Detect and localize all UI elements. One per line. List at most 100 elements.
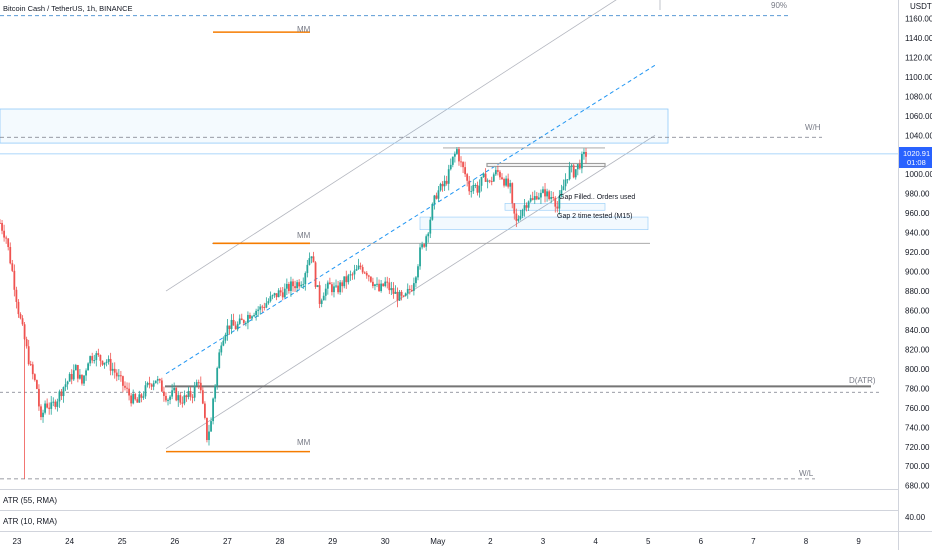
candle-body xyxy=(79,374,81,379)
candle-body xyxy=(21,318,24,325)
candle-body xyxy=(531,198,534,200)
candle-body xyxy=(542,189,544,193)
candle-body xyxy=(124,385,126,388)
candle-body xyxy=(44,403,46,413)
candle-body xyxy=(156,379,159,381)
candle-body xyxy=(410,289,413,291)
y-tick-label: 840.00 xyxy=(905,326,930,335)
candle-body xyxy=(359,265,362,268)
candle-body xyxy=(257,309,260,311)
label-mm-bottom: MM xyxy=(297,438,311,447)
candle-body xyxy=(181,402,184,404)
candle-body xyxy=(433,195,436,204)
label-wh: W/H xyxy=(805,123,821,132)
candle-body xyxy=(177,395,180,401)
candle-body xyxy=(169,396,171,400)
candle-body xyxy=(83,375,85,384)
price-axis-ticks: 1160.00 1140.00 1120.00 1100.00 1080.00 1060.… xyxy=(905,15,932,491)
channel-mid-line xyxy=(165,64,656,375)
candle-body xyxy=(562,186,565,191)
candle-body xyxy=(374,284,376,287)
candle-body xyxy=(126,387,128,389)
candle-body xyxy=(302,284,305,286)
candle-body xyxy=(337,285,339,293)
candle-body xyxy=(490,180,493,182)
candle-body xyxy=(404,293,407,296)
candle-body xyxy=(27,346,30,365)
candle-body xyxy=(165,395,167,401)
candle-body xyxy=(554,197,557,207)
candle-body xyxy=(199,382,202,391)
candle-body xyxy=(316,285,319,287)
candle-body xyxy=(281,292,284,298)
label-90pct: 90% xyxy=(771,1,787,10)
candle-body xyxy=(175,388,178,401)
candle-body xyxy=(259,306,262,310)
candle-body xyxy=(499,171,501,178)
y-tick-label: 960.00 xyxy=(905,209,930,218)
y-tick-label: 720.00 xyxy=(905,443,930,452)
candle-body xyxy=(552,196,555,198)
candle-body xyxy=(296,282,298,289)
y-tick-label: 860.00 xyxy=(905,306,930,315)
candle-body xyxy=(54,401,57,407)
candle-body xyxy=(417,266,419,278)
candle-body xyxy=(25,339,28,347)
channel-lower-line xyxy=(165,134,656,450)
candles-layer xyxy=(0,147,587,479)
candle-body xyxy=(484,173,487,182)
candle-body xyxy=(492,174,495,182)
candle-body xyxy=(451,156,454,165)
candle-body xyxy=(482,173,485,177)
candle-body xyxy=(384,281,387,287)
candle-body xyxy=(476,184,479,193)
candle-body xyxy=(394,291,397,294)
label-datr: D(ATR) xyxy=(849,376,876,385)
candle-body xyxy=(341,282,344,287)
candle-body xyxy=(93,360,96,362)
candle-body xyxy=(173,388,176,391)
candle-body xyxy=(529,198,532,202)
indicator-atr10-label[interactable]: ATR (10, RMA) xyxy=(3,517,57,526)
candle-body xyxy=(521,210,524,216)
y-tick-label: 740.00 xyxy=(905,423,930,432)
candle-body xyxy=(290,281,292,291)
candle-body xyxy=(255,310,258,316)
candle-body xyxy=(70,373,73,380)
candle-body xyxy=(58,391,61,402)
candle-body xyxy=(421,244,423,248)
candle-body xyxy=(515,213,518,221)
x-tick-label: 5 xyxy=(646,537,651,546)
labels-layer: 90% MM W/H Gap Filled.. Orders used Gap … xyxy=(297,1,876,478)
candle-body xyxy=(331,284,333,293)
candle-body xyxy=(62,387,65,397)
candle-body xyxy=(101,360,104,365)
candle-body xyxy=(406,288,409,294)
x-tick-label: 2 xyxy=(488,537,493,546)
label-gap2: Gap 2 time tested (M15) xyxy=(557,213,632,220)
candle-body xyxy=(388,282,391,291)
candle-body xyxy=(470,191,473,193)
candle-body xyxy=(449,164,452,170)
candle-body xyxy=(402,295,405,297)
candle-body xyxy=(48,407,51,409)
candle-body xyxy=(453,153,456,157)
candle-body xyxy=(503,179,505,186)
candle-body xyxy=(574,169,577,178)
candle-body xyxy=(486,180,489,182)
candle-body xyxy=(355,269,358,271)
candle-body xyxy=(249,314,251,319)
label-mm-top: MM xyxy=(297,25,311,34)
candle-body xyxy=(60,391,63,397)
candle-body xyxy=(138,394,141,403)
candle-body xyxy=(310,256,313,259)
candle-body xyxy=(15,289,18,302)
candle-body xyxy=(203,403,206,418)
candle-body xyxy=(365,272,368,276)
candle-body xyxy=(458,149,460,162)
label-mm-mid: MM xyxy=(297,231,311,240)
candle-body xyxy=(517,218,520,221)
indicator-atr55-label[interactable]: ATR (55, RMA) xyxy=(3,496,57,505)
candle-body xyxy=(431,203,434,220)
